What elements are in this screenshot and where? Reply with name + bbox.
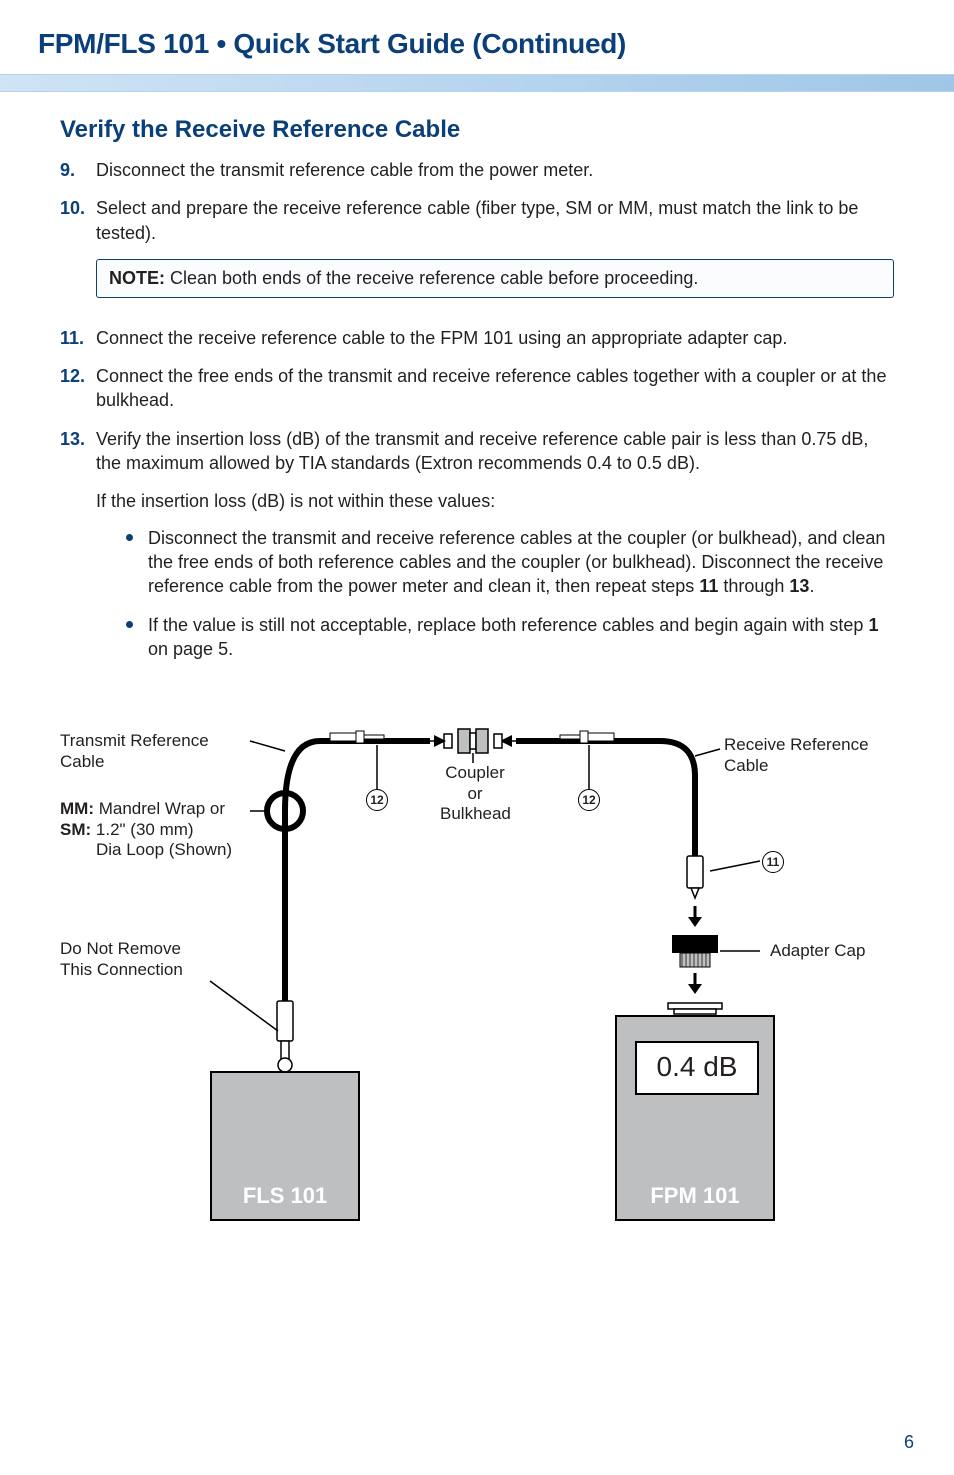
- label-line: or: [467, 784, 482, 803]
- page-title: FPM/FLS 101 • Quick Start Guide (Continu…: [38, 28, 916, 60]
- bullet-1: Disconnect the transmit and receive refe…: [126, 526, 894, 599]
- steps-list-2: 11. Connect the receive reference cable …: [60, 326, 894, 475]
- label-line: Do Not Remove: [60, 939, 181, 958]
- step-text: Disconnect the transmit reference cable …: [96, 158, 894, 182]
- fpm-label: FPM 101: [617, 1183, 773, 1209]
- label-line: 1.2" (30 mm): [91, 820, 193, 839]
- label-line: Bulkhead: [440, 804, 511, 823]
- mm-sm-label: MM: Mandrel Wrap or SM: 1.2" (30 mm) Dia…: [60, 799, 232, 860]
- step-11: 11. Connect the receive reference cable …: [60, 326, 894, 350]
- coupler-label: Coupler or Bulkhead: [440, 763, 510, 824]
- label-line: Cable: [60, 752, 104, 771]
- page-number: 6: [904, 1432, 914, 1453]
- step-12: 12. Connect the free ends of the transmi…: [60, 364, 894, 413]
- step-text: Connect the free ends of the transmit an…: [96, 364, 894, 413]
- step-number: 11.: [60, 326, 96, 350]
- fpm-device: 0.4 dB FPM 101: [615, 1015, 775, 1221]
- bullet-text: If the value is still not acceptable, re…: [148, 615, 868, 635]
- step-text: Select and prepare the receive reference…: [96, 196, 894, 245]
- note-text: Clean both ends of the receive reference…: [170, 268, 698, 288]
- bullet-bold: 1: [868, 615, 878, 635]
- step-number: 10.: [60, 196, 96, 220]
- page-content: Verify the Receive Reference Cable 9. Di…: [0, 92, 954, 1231]
- step-number: 9.: [60, 158, 96, 182]
- rx-ref-label: Receive Reference Cable: [724, 735, 869, 776]
- diagram: FLS 101 0.4 dB FPM 101 Transmit Referenc…: [60, 701, 894, 1231]
- label-line: Coupler: [445, 763, 505, 782]
- step-13: 13. Verify the insertion loss (dB) of th…: [60, 427, 894, 476]
- label-line: Receive Reference: [724, 735, 869, 754]
- troubleshoot-bullets: Disconnect the transmit and receive refe…: [126, 526, 894, 661]
- note-label: NOTE:: [109, 268, 165, 288]
- label-bold: MM:: [60, 799, 94, 818]
- after-loss-text: If the insertion loss (dB) is not within…: [96, 489, 894, 513]
- header-rule: [0, 74, 954, 92]
- bullet-text: through: [718, 576, 789, 596]
- step-10: 10. Select and prepare the receive refer…: [60, 196, 894, 245]
- step-ref-11: 11: [762, 851, 784, 873]
- section-title: Verify the Receive Reference Cable: [60, 116, 894, 144]
- bullet-text: .: [809, 576, 814, 596]
- label-bold: SM:: [60, 820, 91, 839]
- steps-list: 9. Disconnect the transmit reference cab…: [60, 158, 894, 245]
- fls-label: FLS 101: [212, 1183, 358, 1209]
- note-box: NOTE: Clean both ends of the receive ref…: [96, 259, 894, 298]
- page-header: FPM/FLS 101 • Quick Start Guide (Continu…: [0, 0, 954, 68]
- tx-ref-label: Transmit Reference Cable: [60, 731, 209, 772]
- label-line: This Connection: [60, 960, 183, 979]
- bullet-bold: 11: [699, 576, 718, 596]
- bullet-bold: 13: [789, 576, 809, 596]
- label-line: Dia Loop (Shown): [60, 840, 232, 859]
- label-line: Cable: [724, 756, 768, 775]
- step-text: Connect the receive reference cable to t…: [96, 326, 894, 350]
- bullet-text: on page 5.: [148, 639, 233, 659]
- step-number: 12.: [60, 364, 96, 388]
- step-text: Verify the insertion loss (dB) of the tr…: [96, 427, 894, 476]
- bullet-2: If the value is still not acceptable, re…: [126, 613, 894, 662]
- step-9: 9. Disconnect the transmit reference cab…: [60, 158, 894, 182]
- fpm-screen: 0.4 dB: [635, 1041, 759, 1095]
- step-number: 13.: [60, 427, 96, 451]
- step-ref-12b: 12: [578, 789, 600, 811]
- fls-device: FLS 101: [210, 1071, 360, 1221]
- label-line: Transmit Reference: [60, 731, 209, 750]
- adapter-cap-label: Adapter Cap: [770, 941, 865, 961]
- do-not-remove-label: Do Not Remove This Connection: [60, 939, 183, 980]
- label-line: Mandrel Wrap or: [94, 799, 225, 818]
- step-ref-12a: 12: [366, 789, 388, 811]
